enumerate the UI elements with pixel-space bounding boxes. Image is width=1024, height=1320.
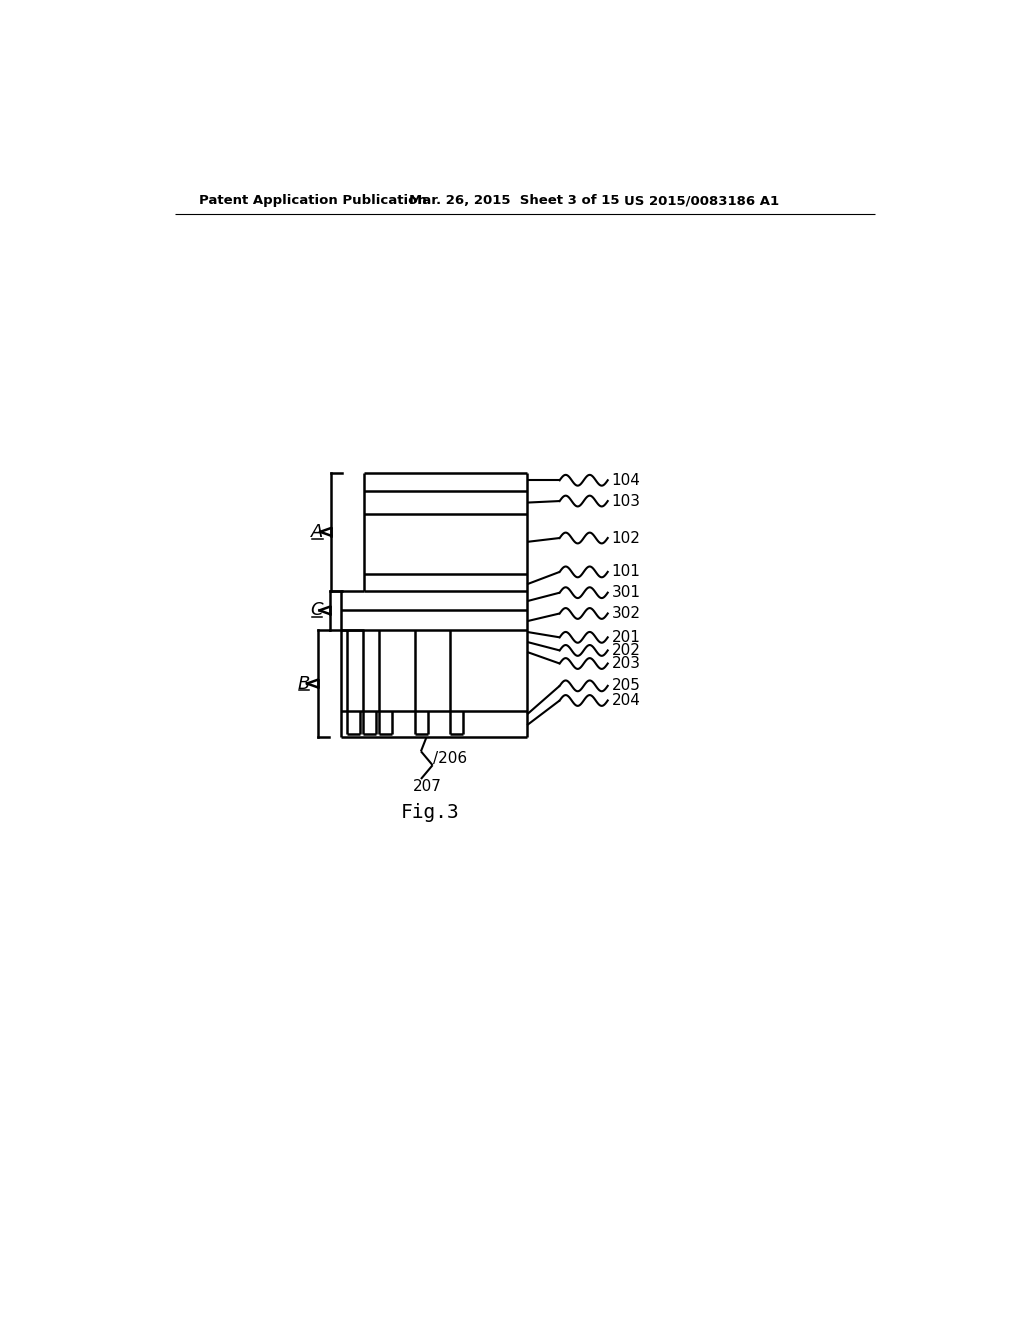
- Text: 103: 103: [611, 494, 641, 508]
- Text: /206: /206: [432, 751, 467, 767]
- Text: A: A: [311, 523, 324, 541]
- Text: 205: 205: [611, 678, 640, 693]
- Text: 201: 201: [611, 630, 640, 645]
- Text: US 2015/0083186 A1: US 2015/0083186 A1: [624, 194, 779, 207]
- Text: 102: 102: [611, 531, 640, 545]
- Text: 104: 104: [611, 473, 640, 488]
- Text: 302: 302: [611, 606, 641, 620]
- Text: Fig.3: Fig.3: [400, 804, 460, 822]
- Text: B: B: [298, 675, 310, 693]
- Text: C: C: [310, 602, 323, 619]
- Text: Patent Application Publication: Patent Application Publication: [200, 194, 427, 207]
- Text: 203: 203: [611, 656, 641, 671]
- Text: Mar. 26, 2015  Sheet 3 of 15: Mar. 26, 2015 Sheet 3 of 15: [409, 194, 620, 207]
- Text: 207: 207: [414, 779, 442, 795]
- Text: 204: 204: [611, 693, 640, 708]
- Text: 301: 301: [611, 585, 641, 601]
- Text: 202: 202: [611, 643, 640, 657]
- Text: 101: 101: [611, 565, 640, 579]
